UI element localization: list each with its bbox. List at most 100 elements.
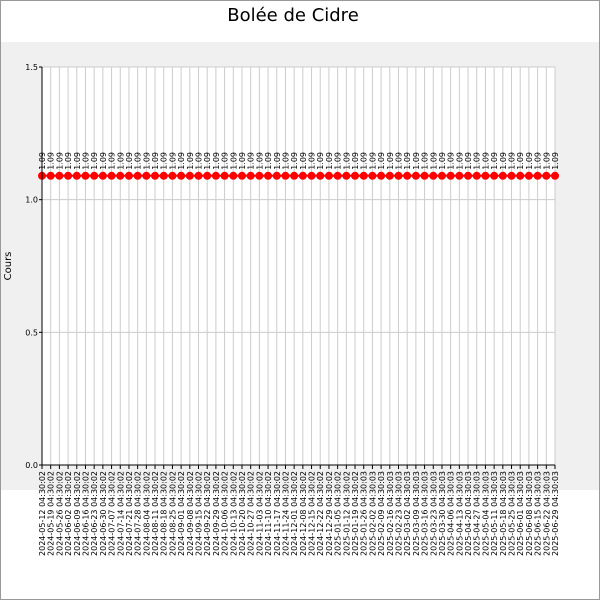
x-tick-label: 2025-05-11 04:30:03	[490, 471, 499, 556]
data-label: 1.09	[116, 152, 125, 170]
point	[429, 171, 438, 180]
x-tick-label: 2025-03-23 04:30:03	[429, 471, 438, 556]
data-label: 1.09	[342, 152, 351, 170]
point	[394, 171, 403, 180]
data-label: 1.09	[508, 152, 517, 170]
data-label: 1.09	[438, 152, 447, 170]
data-label: 1.09	[264, 152, 273, 170]
data-label: 1.09	[134, 152, 143, 170]
point	[455, 171, 464, 180]
point	[342, 171, 351, 180]
point	[437, 171, 446, 180]
point	[151, 171, 160, 180]
x-tick-label: 2024-06-09 04:30:02	[73, 471, 82, 556]
point	[316, 171, 325, 180]
x-tick-label: 2024-05-19 04:30:02	[47, 471, 56, 556]
x-tick-label: 2024-10-20 04:30:02	[238, 471, 247, 556]
point	[498, 171, 507, 180]
point	[333, 171, 342, 180]
data-label: 1.09	[55, 152, 64, 170]
x-tick-label: 2025-02-02 04:30:03	[368, 471, 377, 556]
point	[446, 171, 455, 180]
x-tick-label: 2024-12-29 04:30:02	[325, 471, 334, 556]
data-label: 1.09	[99, 152, 108, 170]
data-label: 1.09	[47, 152, 56, 170]
x-tick-label: 2025-03-02 04:30:03	[403, 471, 412, 556]
x-tick-label: 2024-08-18 04:30:02	[160, 471, 169, 556]
x-tick-label: 2025-03-16 04:30:03	[421, 471, 430, 556]
x-tick-label: 2025-05-04 04:30:03	[481, 471, 490, 556]
x-tick-label: 2025-03-09 04:30:03	[412, 471, 421, 556]
x-tick-label: 2025-04-27 04:30:03	[473, 471, 482, 556]
point	[220, 171, 229, 180]
point	[490, 171, 499, 180]
data-label: 1.09	[168, 152, 177, 170]
x-tick-label: 2024-12-22 04:30:02	[316, 471, 325, 556]
x-tick-label: 2024-11-10 04:30:02	[264, 471, 273, 556]
data-label: 1.09	[447, 152, 456, 170]
point	[229, 171, 238, 180]
data-label: 1.09	[490, 152, 499, 170]
x-tick-label: 2024-11-24 04:30:02	[281, 471, 290, 556]
data-label: 1.09	[221, 152, 230, 170]
point	[133, 171, 142, 180]
data-label: 1.09	[64, 152, 73, 170]
point	[298, 171, 307, 180]
point	[90, 171, 99, 180]
data-label: 1.09	[290, 152, 299, 170]
data-label: 1.09	[534, 152, 543, 170]
data-label: 1.09	[351, 152, 360, 170]
chart-title: Bolée de Cidre	[227, 5, 359, 26]
x-tick-label: 2025-02-16 04:30:03	[386, 471, 395, 556]
y-tick-label: 0.0	[25, 461, 38, 470]
data-label: 1.09	[308, 152, 317, 170]
point	[516, 171, 525, 180]
point	[246, 171, 255, 180]
data-label: 1.09	[247, 152, 256, 170]
x-tick-label: 2024-12-01 04:30:02	[290, 471, 299, 556]
point	[211, 171, 220, 180]
point	[290, 171, 299, 180]
x-tick-label: 2025-01-12 04:30:02	[342, 471, 351, 556]
x-tick-label: 2025-06-22 04:30:03	[542, 471, 551, 556]
x-tick-label: 2024-09-01 04:30:02	[177, 471, 186, 556]
point	[481, 171, 490, 180]
data-label: 1.09	[177, 152, 186, 170]
point	[351, 171, 360, 180]
x-tick-label: 2024-08-11 04:30:02	[151, 471, 160, 556]
data-label: 1.09	[551, 152, 560, 170]
data-label: 1.09	[212, 152, 221, 170]
data-label: 1.09	[195, 152, 204, 170]
x-tick-label: 2024-09-22 04:30:02	[203, 471, 212, 556]
x-tick-label: 2024-07-07 04:30:02	[108, 471, 117, 556]
point	[46, 171, 55, 180]
y-axis-label: Cours	[3, 252, 14, 281]
data-label: 1.09	[499, 152, 508, 170]
point	[472, 171, 481, 180]
x-tick-label: 2025-01-26 04:30:03	[360, 471, 369, 556]
data-label: 1.09	[403, 152, 412, 170]
data-label: 1.09	[394, 152, 403, 170]
x-tick-label: 2025-06-29 04:30:03	[551, 471, 560, 556]
point	[368, 171, 377, 180]
x-tick-label: 2025-05-25 04:30:03	[508, 471, 517, 556]
x-tick-label: 2024-05-26 04:30:02	[55, 471, 64, 556]
point	[194, 171, 203, 180]
data-label: 1.09	[368, 152, 377, 170]
data-label: 1.09	[316, 152, 325, 170]
x-tick-label: 2024-10-13 04:30:02	[229, 471, 238, 556]
data-label: 1.09	[186, 152, 195, 170]
x-tick-label: 2024-07-21 04:30:02	[125, 471, 134, 556]
data-label: 1.09	[542, 152, 551, 170]
point	[420, 171, 429, 180]
data-label: 1.09	[108, 152, 117, 170]
x-tick-label: 2025-06-08 04:30:03	[525, 471, 534, 556]
point	[55, 171, 64, 180]
x-tick-label: 2024-08-04 04:30:02	[142, 471, 151, 556]
x-tick-label: 2025-02-23 04:30:03	[394, 471, 403, 556]
data-label: 1.09	[81, 152, 90, 170]
point	[272, 171, 281, 180]
data-label: 1.09	[360, 152, 369, 170]
data-label: 1.09	[255, 152, 264, 170]
